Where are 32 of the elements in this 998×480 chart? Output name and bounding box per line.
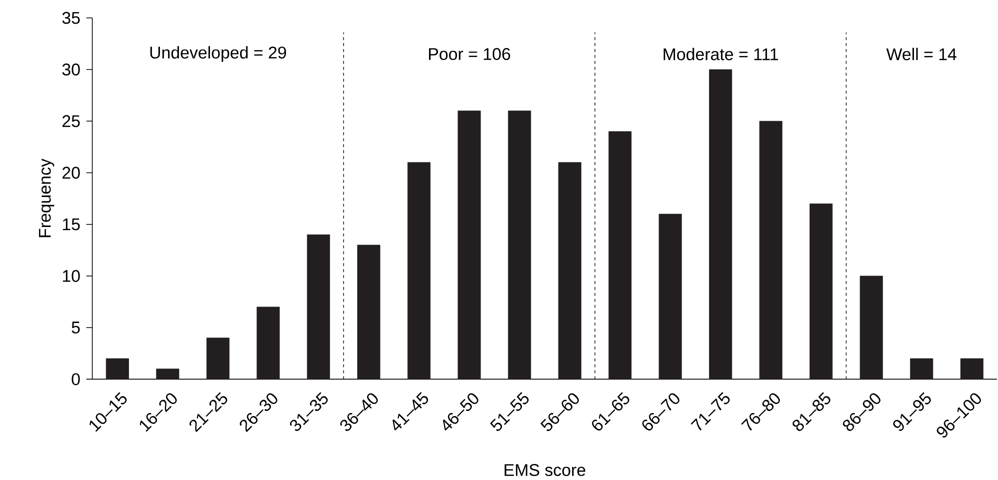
bar	[306, 234, 330, 380]
bar	[458, 110, 481, 380]
annotation: Poor = 106	[429, 48, 510, 60]
bar	[357, 244, 380, 380]
bar	[256, 306, 280, 380]
y-tick-label: 35	[62, 12, 80, 24]
annotation: Undeveloped = 29	[150, 46, 286, 62]
bar	[658, 214, 682, 380]
bar	[960, 358, 984, 380]
bar	[810, 204, 833, 380]
bar	[156, 368, 180, 380]
y-tick-label: 10	[62, 270, 80, 282]
bar	[860, 276, 883, 380]
y-tick-label: 0	[72, 373, 80, 386]
y-axis-title: Frequency	[39, 158, 54, 238]
bar	[910, 358, 934, 380]
bar	[558, 162, 582, 380]
annotation: Moderate = 111	[664, 48, 778, 60]
bar	[759, 121, 782, 380]
annotation: Well = 14	[886, 48, 956, 60]
bar	[206, 338, 230, 380]
y-tick-label: 30	[62, 64, 80, 76]
x-axis-title: EMS score	[504, 464, 586, 476]
y-tick-label: 5	[72, 322, 80, 334]
bar	[709, 69, 732, 380]
bar	[608, 131, 632, 380]
y-tick-label: 25	[62, 115, 80, 128]
bar	[508, 110, 532, 380]
y-tick-label: 20	[62, 166, 80, 179]
bar	[407, 162, 431, 380]
y-tick-label: 15	[62, 218, 80, 230]
bar	[106, 358, 129, 380]
